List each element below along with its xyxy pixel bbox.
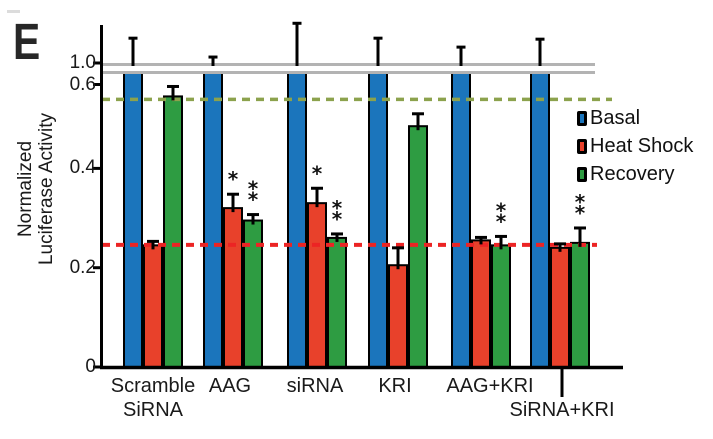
bar-basal-1	[203, 72, 223, 368]
legend-item-heat-shock: Heat Shock	[577, 135, 693, 157]
significance-marker-recovery-5: *	[575, 190, 586, 214]
bar-heat-shock-4	[471, 239, 491, 368]
significance-marker-recovery-4: *	[496, 209, 507, 233]
heat-shock-swatch-icon	[577, 139, 587, 154]
legend-label-heat-shock: Heat Shock	[590, 135, 694, 157]
bar-basal-2	[287, 72, 307, 368]
legend-label-basal: Basal	[590, 107, 641, 129]
significance-marker-recovery-2: *	[332, 207, 343, 231]
legend-item-basal: Basal	[577, 107, 693, 129]
bar-basal-5	[530, 72, 550, 368]
significance-marker-recovery-1: *	[248, 188, 259, 212]
bar-basal-3	[368, 72, 388, 368]
bar-recovery-0	[163, 95, 183, 368]
basal-swatch-icon	[577, 111, 587, 126]
bar-basal-4	[451, 72, 471, 368]
legend-item-recovery: Recovery	[577, 163, 693, 185]
significance-marker-recovery-2: *	[332, 196, 343, 220]
significance-marker-recovery-1: *	[248, 177, 259, 201]
bar-heat-shock-2	[307, 202, 327, 368]
bar-recovery-5	[570, 241, 590, 368]
legend-label-recovery: Recovery	[590, 163, 675, 185]
scan-artifact	[7, 10, 20, 13]
panel-label: E	[13, 13, 41, 70]
bar-recovery-2	[327, 236, 347, 368]
bar-heat-shock-1	[223, 207, 243, 368]
bar-heat-shock-3	[388, 264, 408, 368]
significance-marker-recovery-5: *	[575, 201, 586, 225]
bar-recovery-1	[243, 219, 263, 368]
significance-marker-recovery-4: *	[496, 198, 507, 222]
recovery-swatch-icon	[577, 167, 587, 182]
bar-recovery-4	[491, 244, 511, 368]
bar-basal-0	[123, 72, 143, 368]
bar-heat-shock-5	[550, 246, 570, 368]
significance-marker-heat-shock-2: *	[312, 161, 323, 185]
bar-heat-shock-0	[143, 244, 163, 368]
legend: Basal Heat Shock Recovery	[577, 107, 693, 185]
significance-marker-heat-shock-1: *	[228, 167, 239, 191]
